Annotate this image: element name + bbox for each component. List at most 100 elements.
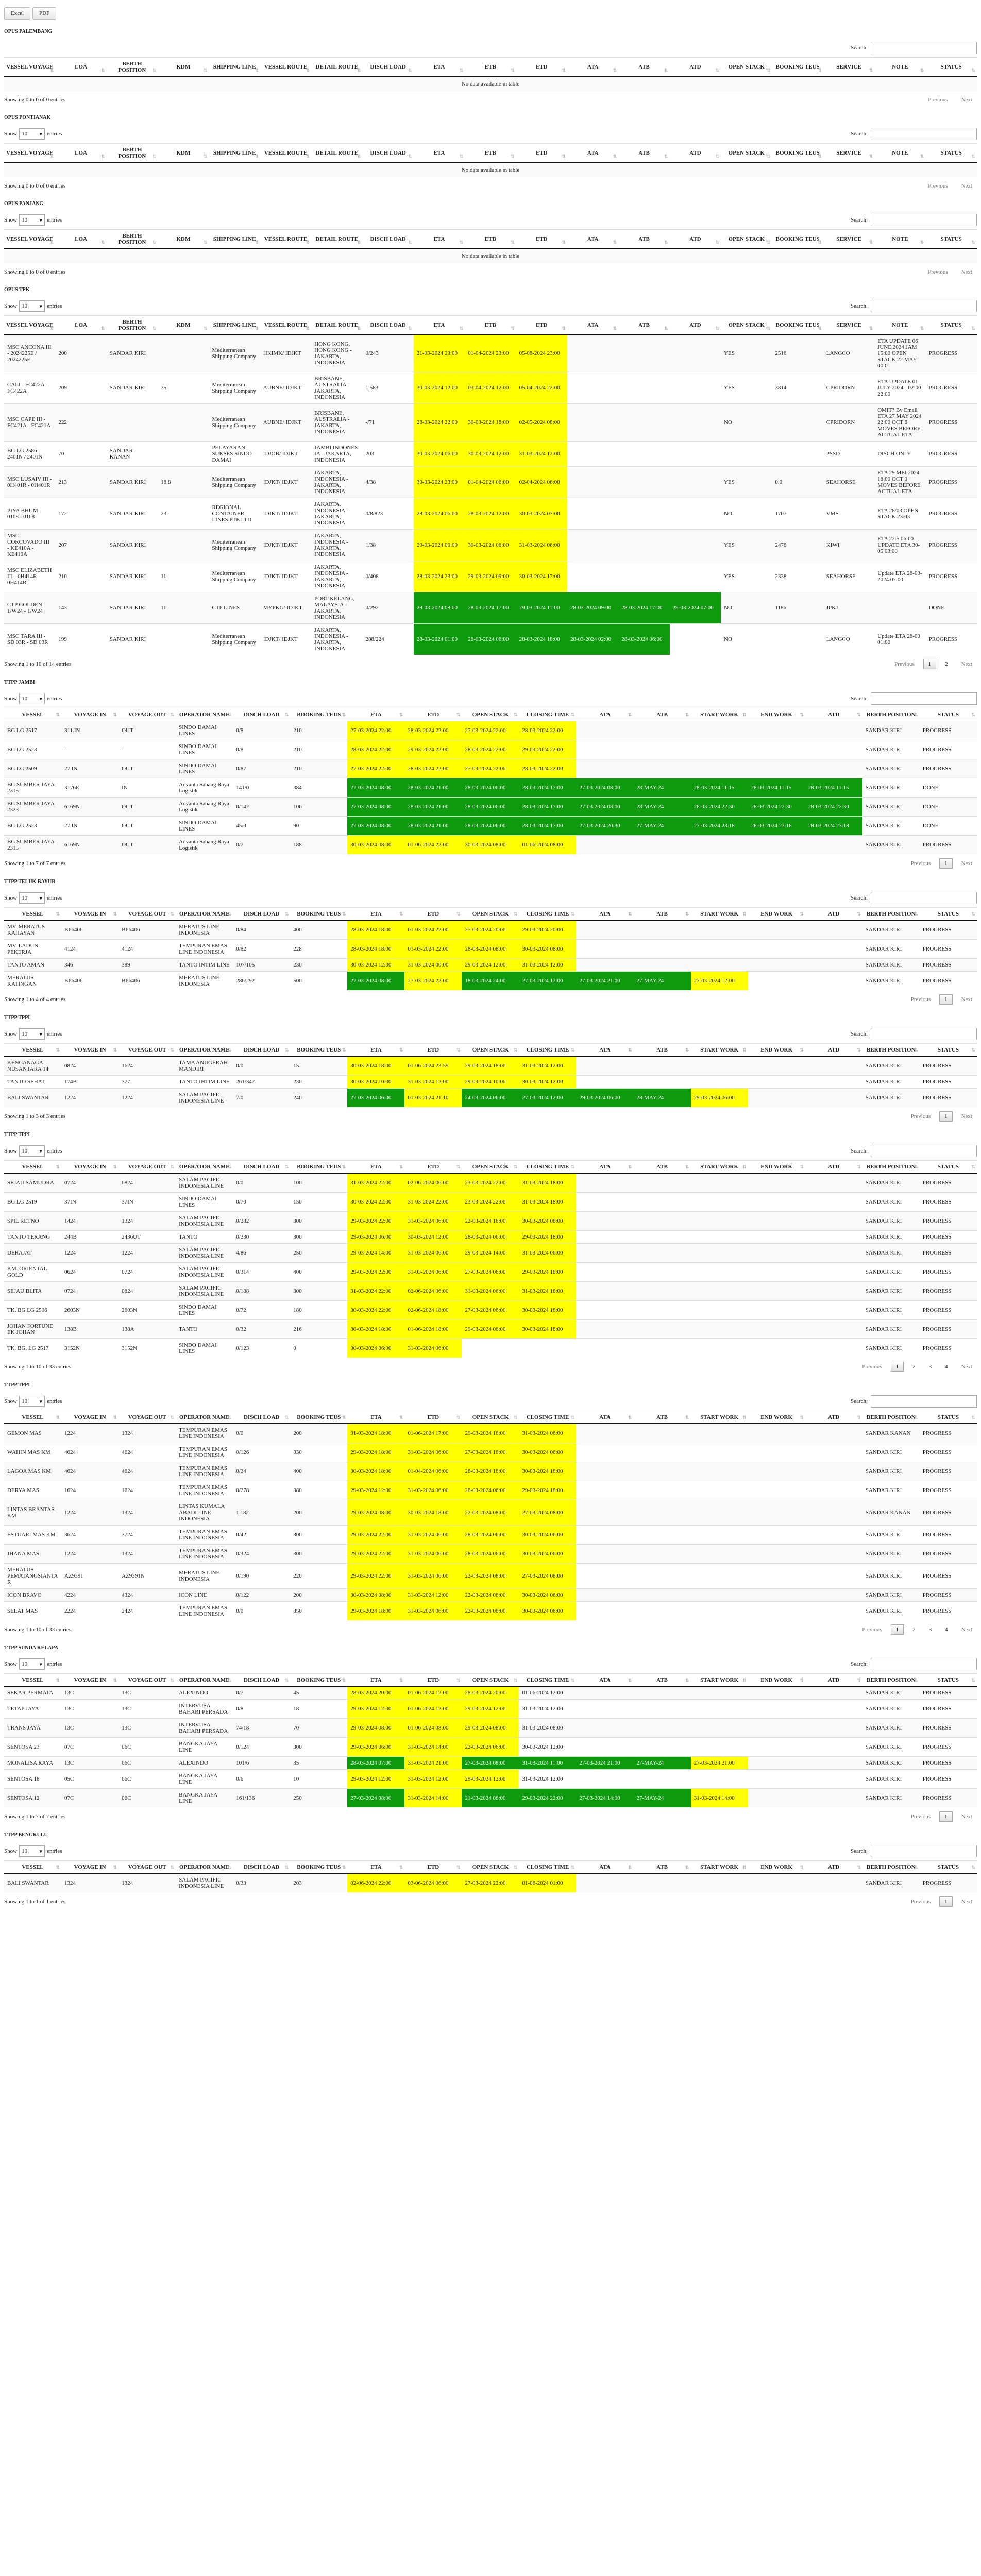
column-header[interactable]: END WORK — [748, 1673, 805, 1687]
column-header[interactable]: BERTH POSITION — [862, 708, 920, 721]
column-header[interactable]: OPEN STACK — [462, 708, 519, 721]
next-page-button[interactable]: Next — [961, 996, 972, 1003]
page-button[interactable]: 1 — [939, 1111, 953, 1122]
next-page-button[interactable]: Next — [961, 1626, 972, 1633]
column-header[interactable]: ETD — [404, 1860, 462, 1874]
page-button[interactable]: 4 — [945, 1364, 948, 1370]
column-header[interactable]: VOYAGE OUT — [119, 1411, 176, 1424]
column-header[interactable]: VESSEL ROUTE — [260, 229, 312, 249]
column-header[interactable]: ETB — [465, 315, 516, 335]
search-input[interactable] — [871, 892, 977, 904]
column-header[interactable]: DISCH LOAD — [233, 1673, 291, 1687]
column-header[interactable]: ATA — [567, 315, 619, 335]
column-header[interactable]: BOOKING TEUS — [290, 1160, 348, 1174]
column-header[interactable]: OPEN STACK — [462, 907, 519, 921]
page-length-select[interactable]: 10 ▾ — [19, 892, 45, 904]
column-header[interactable]: BOOKING TEUS — [772, 57, 823, 77]
column-header[interactable]: ATB — [618, 57, 670, 77]
column-header[interactable]: ATB — [618, 143, 670, 163]
excel-export-button[interactable]: Excel — [4, 7, 31, 20]
column-header[interactable]: ATB — [633, 1160, 691, 1174]
column-header[interactable]: OPERATOR NAME — [176, 907, 233, 921]
column-header[interactable]: VESSEL ROUTE — [260, 143, 312, 163]
column-header[interactable]: END WORK — [748, 907, 805, 921]
column-header[interactable]: ETD — [516, 57, 567, 77]
column-header[interactable]: CLOSING TIME — [519, 1411, 577, 1424]
page-length-select[interactable]: 10 ▾ — [19, 1658, 45, 1670]
column-header[interactable]: VESSEL VOYAGE — [4, 315, 56, 335]
column-header[interactable]: ETD — [516, 315, 567, 335]
column-header[interactable]: START WORK — [690, 1411, 748, 1424]
column-header[interactable]: VESSEL ROUTE — [260, 315, 312, 335]
column-header[interactable]: ATD — [669, 315, 721, 335]
column-header[interactable]: DISCH LOAD — [362, 315, 414, 335]
column-header[interactable]: BOOKING TEUS — [772, 229, 823, 249]
column-header[interactable]: STATUS — [919, 1860, 977, 1874]
column-header[interactable]: BOOKING TEUS — [290, 907, 348, 921]
next-page-button[interactable]: Next — [961, 1899, 972, 1905]
column-header[interactable]: VOYAGE OUT — [119, 1160, 176, 1174]
column-header[interactable]: CLOSING TIME — [519, 708, 577, 721]
page-button[interactable]: 3 — [928, 1626, 932, 1633]
column-header[interactable]: ATA — [567, 57, 619, 77]
column-header[interactable]: ETA — [347, 1043, 405, 1057]
column-header[interactable]: VESSEL — [4, 708, 62, 721]
column-header[interactable]: LOA — [55, 143, 107, 163]
column-header[interactable]: OPEN STACK — [721, 315, 772, 335]
column-header[interactable]: BERTH POSITION — [106, 315, 158, 335]
page-length-select[interactable]: 10 ▾ — [19, 1845, 45, 1857]
column-header[interactable]: START WORK — [690, 1673, 748, 1687]
column-header[interactable]: DETAIL ROUTE — [311, 315, 363, 335]
column-header[interactable]: VOYAGE IN — [61, 1411, 119, 1424]
column-header[interactable]: VESSEL ROUTE — [260, 57, 312, 77]
column-header[interactable]: VESSEL — [4, 907, 62, 921]
column-header[interactable]: OPEN STACK — [721, 57, 772, 77]
column-header[interactable]: ATA — [576, 907, 634, 921]
column-header[interactable]: BERTH POSITION — [106, 229, 158, 249]
page-length-select[interactable]: 10 ▾ — [19, 1028, 45, 1040]
page-length-select[interactable]: 10 ▾ — [19, 214, 45, 226]
column-header[interactable]: ETA — [413, 143, 465, 163]
page-length-select[interactable]: 10 ▾ — [19, 128, 45, 140]
column-header[interactable]: SERVICE — [823, 143, 875, 163]
column-header[interactable]: STATUS — [919, 1673, 977, 1687]
column-header[interactable]: OPEN STACK — [721, 229, 772, 249]
column-header[interactable]: OPERATOR NAME — [176, 708, 233, 721]
next-page-button[interactable]: Next — [961, 661, 972, 667]
previous-page-button[interactable]: Previous — [928, 269, 948, 275]
column-header[interactable]: ATB — [633, 1043, 691, 1057]
column-header[interactable]: VESSEL VOYAGE — [4, 229, 56, 249]
column-header[interactable]: OPEN STACK — [462, 1043, 519, 1057]
column-header[interactable]: OPERATOR NAME — [176, 1673, 233, 1687]
column-header[interactable]: END WORK — [748, 1411, 805, 1424]
column-header[interactable]: ETD — [404, 708, 462, 721]
column-header[interactable]: OPEN STACK — [462, 1860, 519, 1874]
column-header[interactable]: BERTH POSITION — [106, 57, 158, 77]
previous-page-button[interactable]: Previous — [910, 1113, 931, 1120]
search-input[interactable] — [871, 1028, 977, 1040]
column-header[interactable]: STATUS — [919, 907, 977, 921]
page-length-select[interactable]: 10 ▾ — [19, 300, 45, 312]
column-header[interactable]: BOOKING TEUS — [290, 708, 348, 721]
column-header[interactable]: START WORK — [690, 1043, 748, 1057]
page-length-select[interactable]: 10 ▾ — [19, 693, 45, 704]
column-header[interactable]: ETB — [465, 143, 516, 163]
column-header[interactable]: NOTE — [874, 143, 926, 163]
column-header[interactable]: STATUS — [925, 57, 977, 77]
column-header[interactable]: END WORK — [748, 1043, 805, 1057]
column-header[interactable]: ATD — [805, 1160, 862, 1174]
column-header[interactable]: ATA — [576, 1411, 634, 1424]
column-header[interactable]: VESSEL — [4, 1673, 62, 1687]
column-header[interactable]: ETD — [404, 1043, 462, 1057]
column-header[interactable]: BERTH POSITION — [862, 907, 920, 921]
search-input[interactable] — [871, 1395, 977, 1408]
column-header[interactable]: VOYAGE OUT — [119, 1043, 176, 1057]
column-header[interactable]: KDM — [158, 57, 209, 77]
column-header[interactable]: DISCH LOAD — [362, 229, 414, 249]
column-header[interactable]: BERTH POSITION — [862, 1860, 920, 1874]
column-header[interactable]: VESSEL VOYAGE — [4, 57, 56, 77]
column-header[interactable]: BOOKING TEUS — [290, 1860, 348, 1874]
column-header[interactable]: STATUS — [925, 229, 977, 249]
column-header[interactable]: END WORK — [748, 1160, 805, 1174]
column-header[interactable]: DETAIL ROUTE — [311, 229, 363, 249]
